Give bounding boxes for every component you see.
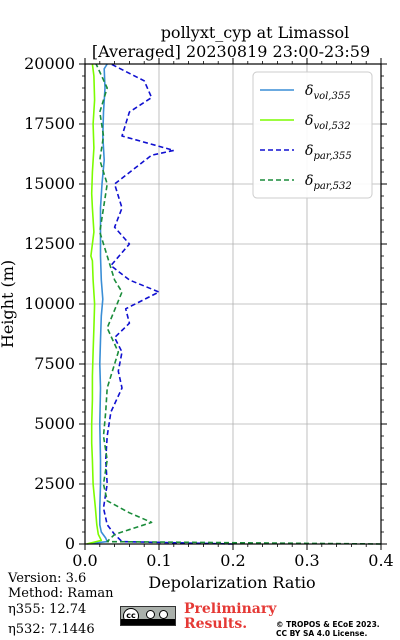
preliminary-line2: Results.: [184, 616, 248, 632]
series-lines: [86, 63, 382, 545]
eta355-text: η355: 12.74: [8, 602, 87, 617]
copyright-line2: CC BY SA 4.0 License.: [276, 629, 368, 638]
preliminary-line1: Preliminary: [184, 601, 277, 617]
eta532-text: η532: 7.1446: [8, 622, 95, 637]
y-tick-label: 12500: [24, 234, 75, 253]
y-tick-label: 5000: [34, 414, 75, 433]
copyright-line1: © TROPOS & ECoE 2023.: [276, 620, 380, 629]
chart-title-line1: pollyxt_cyp at Limassol: [161, 23, 350, 42]
axis-ticks: 0.0 0.1 0.2 0.3 0.4 0 2500 5000 7500 10000 12500 15…: [24, 54, 394, 570]
x-tick-label: 0.3: [294, 551, 319, 570]
method-text: Method: Raman: [8, 586, 114, 601]
x-tick-label: 0.4: [368, 551, 393, 570]
x-tick-label: 0.1: [146, 551, 171, 570]
y-tick-label: 17500: [24, 114, 75, 133]
series-line-vol-355: [87, 63, 108, 545]
y-tick-label: 15000: [24, 174, 75, 193]
series-line-vol-532: [86, 63, 103, 545]
version-text: Version: 3.6: [8, 571, 87, 586]
y-tick-label: 0: [65, 534, 75, 553]
y-tick-label: 10000: [24, 294, 75, 313]
y-tick-label: 7500: [34, 354, 75, 373]
cc-license-badge: cc: [120, 606, 176, 626]
x-tick-label: 0.0: [72, 551, 97, 570]
series-line-par-532: [95, 63, 382, 545]
preliminary-notice: Preliminary Results.: [184, 602, 276, 632]
y-tick-label: 20000: [24, 54, 75, 73]
legend-box: [252, 71, 373, 199]
y-axis-label: Height (m): [0, 260, 17, 348]
y-tick-label: 2500: [34, 474, 75, 493]
x-axis-label: Depolarization Ratio: [148, 573, 315, 592]
cc-badge-bar: [121, 619, 175, 625]
sa-icon: [159, 610, 168, 619]
x-tick-label: 0.2: [220, 551, 245, 570]
copyright-notice: © TROPOS & ECoE 2023. CC BY SA 4.0 Licen…: [276, 620, 380, 638]
series-line-par-355: [102, 63, 234, 545]
by-icon: [146, 610, 155, 619]
chart-title-line2: [Averaged] 20230819 23:00-23:59: [92, 42, 370, 61]
